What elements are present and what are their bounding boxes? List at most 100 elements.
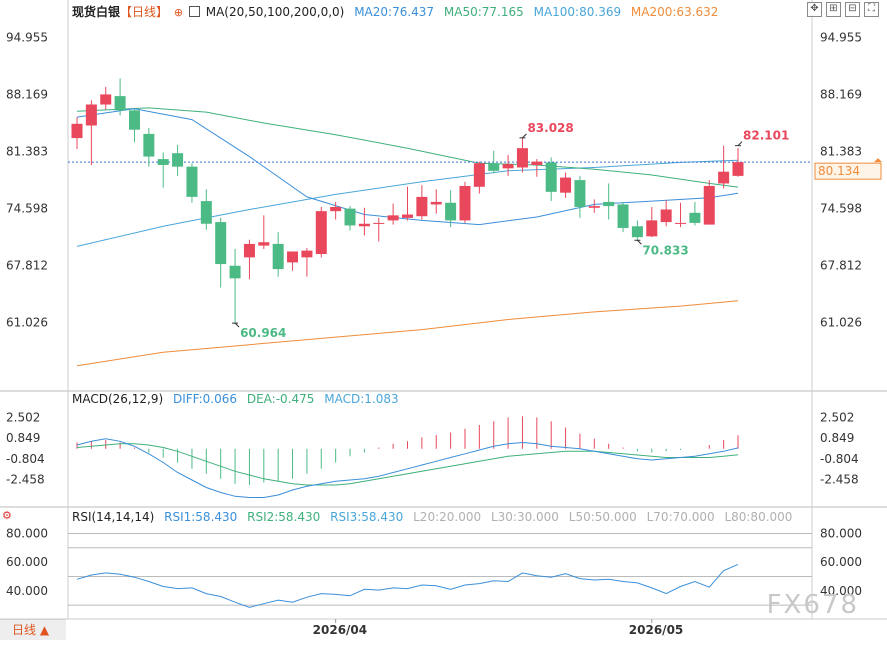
candle-body xyxy=(128,110,140,130)
candle-body xyxy=(689,212,701,223)
ma-label: MA(20,50,100,200,0,0) xyxy=(205,5,345,19)
candle-body xyxy=(143,133,155,157)
macd-tick-right-0: 2.502 xyxy=(820,410,854,424)
candle-body xyxy=(502,164,514,169)
macd-tick-left-3: -2.458 xyxy=(6,472,45,486)
ma50-line xyxy=(76,107,739,188)
ma50-value: MA50:77.165 xyxy=(443,5,524,19)
macd-tick-right-2: -0.804 xyxy=(820,452,859,466)
l20-value: L20:20.000 xyxy=(413,510,482,524)
x-tick-label-0: 2026/04 xyxy=(313,623,367,637)
current-price-label: 80.134 xyxy=(818,164,860,178)
candle-body xyxy=(243,243,255,258)
price-tick-left-5: 61.026 xyxy=(6,316,48,330)
annotation-pointer xyxy=(234,322,240,328)
fx678-watermark: FX678 xyxy=(766,590,859,620)
l70-value: L70:70.000 xyxy=(646,510,715,524)
rsi-tick-left-2: 40.000 xyxy=(6,584,48,598)
candle-body xyxy=(330,206,342,212)
macd-legend: MACD(26,12,9) DIFF:0.066 DEA:-0.475 MACD… xyxy=(72,392,405,406)
period-tag[interactable]: 【日线】 xyxy=(120,5,169,19)
candle-body xyxy=(430,201,442,205)
macd-tick-left-0: 2.502 xyxy=(6,410,40,424)
price-tick-right-1: 88.169 xyxy=(820,88,862,102)
candle-body xyxy=(301,250,313,258)
zoom-out-icon[interactable]: ⊟ xyxy=(845,2,860,17)
annotation-pointer xyxy=(522,133,527,139)
rsi-tick-right-2: 40.000 xyxy=(820,584,862,598)
macd-value: MACD:1.083 xyxy=(324,392,399,406)
macd-tick-right-3: -2.458 xyxy=(820,472,859,486)
macd-label: MACD(26,12,9) xyxy=(72,392,164,406)
candle-body xyxy=(416,196,428,217)
l80-value: L80:80.000 xyxy=(724,510,793,524)
rsi-tick-left-1: 60.000 xyxy=(6,555,48,569)
ma100-line xyxy=(76,159,739,247)
annotation-pointer xyxy=(637,239,642,245)
instrument-title: 现货白银 xyxy=(72,5,121,19)
period-selector-tab[interactable]: 日线 ▲ xyxy=(0,619,66,640)
ma-indicator-icon xyxy=(188,6,200,17)
settings-icon[interactable]: ⊕ xyxy=(173,6,184,19)
annotation-label-1: 82.101 xyxy=(743,129,789,143)
dea-line xyxy=(76,443,739,486)
candle-body xyxy=(545,162,557,192)
candle-body xyxy=(588,206,600,208)
crosshair-icon[interactable]: ✥ xyxy=(807,2,822,17)
ma20-line xyxy=(76,108,739,226)
diff-line xyxy=(76,438,739,498)
candle-body xyxy=(531,161,543,165)
fullscreen-icon[interactable]: ⛶ xyxy=(864,2,879,17)
dea-value: DEA:-0.475 xyxy=(246,392,315,406)
candle-body xyxy=(85,104,97,126)
ma20-value: MA20:76.437 xyxy=(354,5,435,19)
current-price-tag xyxy=(814,162,882,180)
candle-body xyxy=(646,220,658,237)
rsi3-value: RSI3:58.430 xyxy=(330,510,404,524)
x-tick-label-1: 2026/05 xyxy=(629,623,683,637)
candle-body xyxy=(200,201,212,224)
candle-body xyxy=(315,211,327,254)
candle-body xyxy=(445,202,457,221)
annotation-label-0: 83.028 xyxy=(527,121,573,135)
candle-body xyxy=(114,96,126,111)
price-tick-right-3: 74.598 xyxy=(820,202,862,216)
ma200-value: MA200:63.632 xyxy=(630,5,719,19)
price-tick-left-4: 67.812 xyxy=(6,259,48,273)
candle-body xyxy=(703,185,715,225)
macd-tick-left-1: 0.849 xyxy=(6,431,40,445)
candle-body xyxy=(100,94,112,105)
zoom-in-icon[interactable]: ⊞ xyxy=(826,2,841,17)
candle-body xyxy=(473,163,485,187)
candle-body xyxy=(560,177,572,193)
candle-body xyxy=(516,148,528,168)
rsi-line xyxy=(76,563,739,608)
annotation-pointer xyxy=(737,141,743,146)
candle-body xyxy=(387,215,399,221)
candle-body xyxy=(617,204,629,228)
candle-body xyxy=(574,180,586,207)
candle-body xyxy=(631,226,643,238)
ma100-value: MA100:80.369 xyxy=(533,5,622,19)
candle-body xyxy=(344,208,356,226)
price-tick-left-1: 88.169 xyxy=(6,88,48,102)
candle-body xyxy=(272,243,284,270)
candle-body xyxy=(718,171,730,184)
candle-body xyxy=(172,153,184,167)
price-legend: 现货白银【日线】 ⊕ MA(20,50,100,200,0,0) MA20:76… xyxy=(72,3,724,20)
rsi-tick-left-0: 80.000 xyxy=(6,526,48,540)
annotation-label-3: 70.833 xyxy=(642,243,688,257)
candle-body xyxy=(258,242,270,246)
price-tick-left-0: 94.955 xyxy=(6,31,48,45)
candle-body xyxy=(660,209,672,223)
rsi1-value: RSI1:58.430 xyxy=(164,510,238,524)
price-tick-right-4: 67.812 xyxy=(820,259,862,273)
annotation-label-2: 60.964 xyxy=(240,326,286,340)
price-tick-right-0: 94.955 xyxy=(820,31,862,45)
ma200-line xyxy=(76,300,739,367)
price-tick-right-2: 81.383 xyxy=(820,145,862,159)
rsi-tick-right-0: 80.000 xyxy=(820,526,862,540)
candle-body xyxy=(287,251,299,263)
rsi-settings-icon[interactable]: ⚙ xyxy=(2,510,12,522)
